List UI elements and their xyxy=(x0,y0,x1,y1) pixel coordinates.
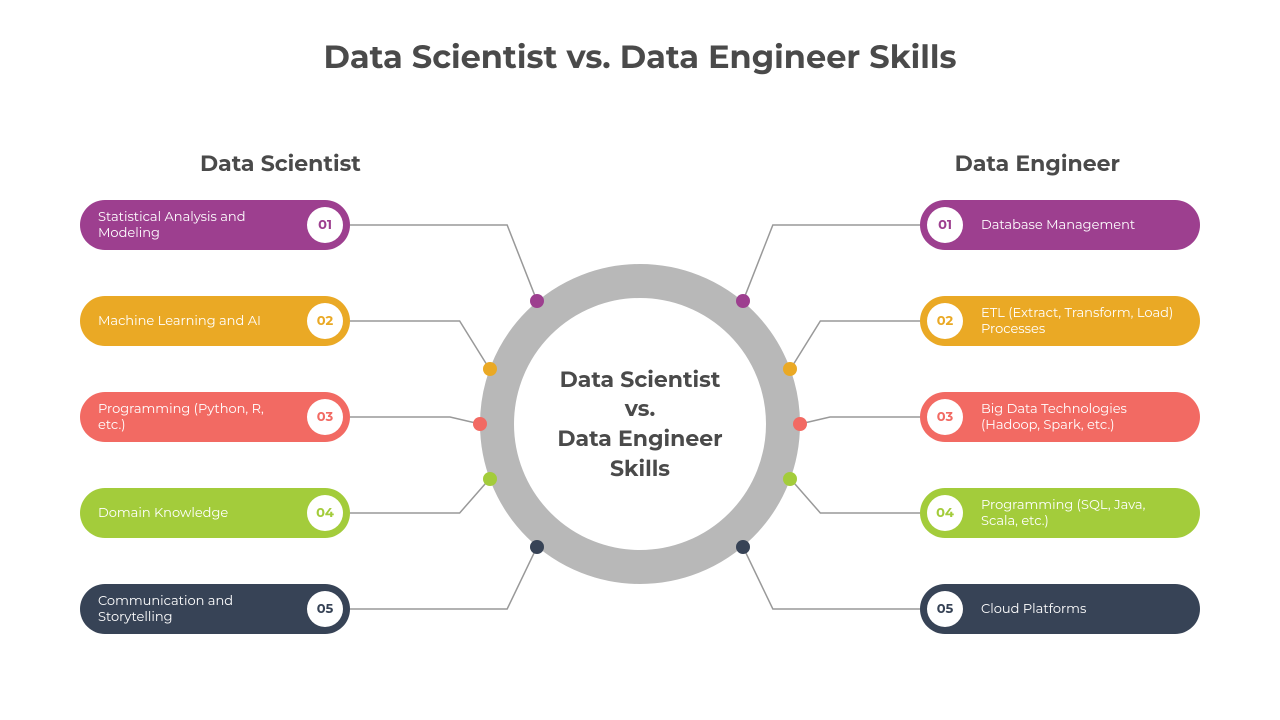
connector-dot xyxy=(473,417,487,431)
number-badge: 05 xyxy=(927,591,963,627)
skill-label: Programming (Python, R, etc.) xyxy=(80,401,307,434)
skill-pill-right-01: 01Database Management xyxy=(920,200,1200,250)
center-ring-text: Data Scientistvs.Data EngineerSkills xyxy=(537,365,742,484)
left-column-heading: Data Scientist xyxy=(200,150,361,177)
skill-label: ETL (Extract, Transform, Load) Processes xyxy=(963,305,1200,338)
connector-dot xyxy=(793,417,807,431)
skill-pill-left-04: Domain Knowledge04 xyxy=(80,488,350,538)
number-badge: 05 xyxy=(307,591,343,627)
skill-pill-left-01: Statistical Analysis and Modeling01 xyxy=(80,200,350,250)
number-badge: 03 xyxy=(927,399,963,435)
connector-dot xyxy=(736,540,750,554)
skill-pill-left-02: Machine Learning and AI02 xyxy=(80,296,350,346)
connector-dot xyxy=(530,540,544,554)
skill-pill-left-03: Programming (Python, R, etc.)03 xyxy=(80,392,350,442)
connector-dot xyxy=(736,294,750,308)
skill-label: Statistical Analysis and Modeling xyxy=(80,209,307,242)
number-badge: 04 xyxy=(307,495,343,531)
skill-label: Machine Learning and AI xyxy=(80,313,307,329)
number-badge: 04 xyxy=(927,495,963,531)
number-badge: 02 xyxy=(927,303,963,339)
page-title: Data Scientist vs. Data Engineer Skills xyxy=(0,38,1280,77)
connector-dot xyxy=(483,362,497,376)
number-badge: 02 xyxy=(307,303,343,339)
skill-label: Cloud Platforms xyxy=(963,601,1200,617)
right-column-heading: Data Engineer xyxy=(955,150,1120,177)
connector-dot xyxy=(783,472,797,486)
connector-dot xyxy=(783,362,797,376)
skill-pill-right-03: 03Big Data Technologies (Hadoop, Spark, … xyxy=(920,392,1200,442)
skill-pill-right-04: 04Programming (SQL, Java, Scala, etc.) xyxy=(920,488,1200,538)
skill-pill-right-02: 02ETL (Extract, Transform, Load) Process… xyxy=(920,296,1200,346)
connector-dot xyxy=(483,472,497,486)
skill-label: Domain Knowledge xyxy=(80,505,307,521)
number-badge: 01 xyxy=(927,207,963,243)
skill-label: Database Management xyxy=(963,217,1200,233)
skill-pill-right-05: 05Cloud Platforms xyxy=(920,584,1200,634)
number-badge: 01 xyxy=(307,207,343,243)
number-badge: 03 xyxy=(307,399,343,435)
connector-dot xyxy=(530,294,544,308)
skill-pill-left-05: Communication and Storytelling05 xyxy=(80,584,350,634)
skill-label: Big Data Technologies (Hadoop, Spark, et… xyxy=(963,401,1200,434)
skill-label: Communication and Storytelling xyxy=(80,593,307,626)
center-ring: Data Scientistvs.Data EngineerSkills xyxy=(480,264,800,584)
skill-label: Programming (SQL, Java, Scala, etc.) xyxy=(963,497,1200,530)
